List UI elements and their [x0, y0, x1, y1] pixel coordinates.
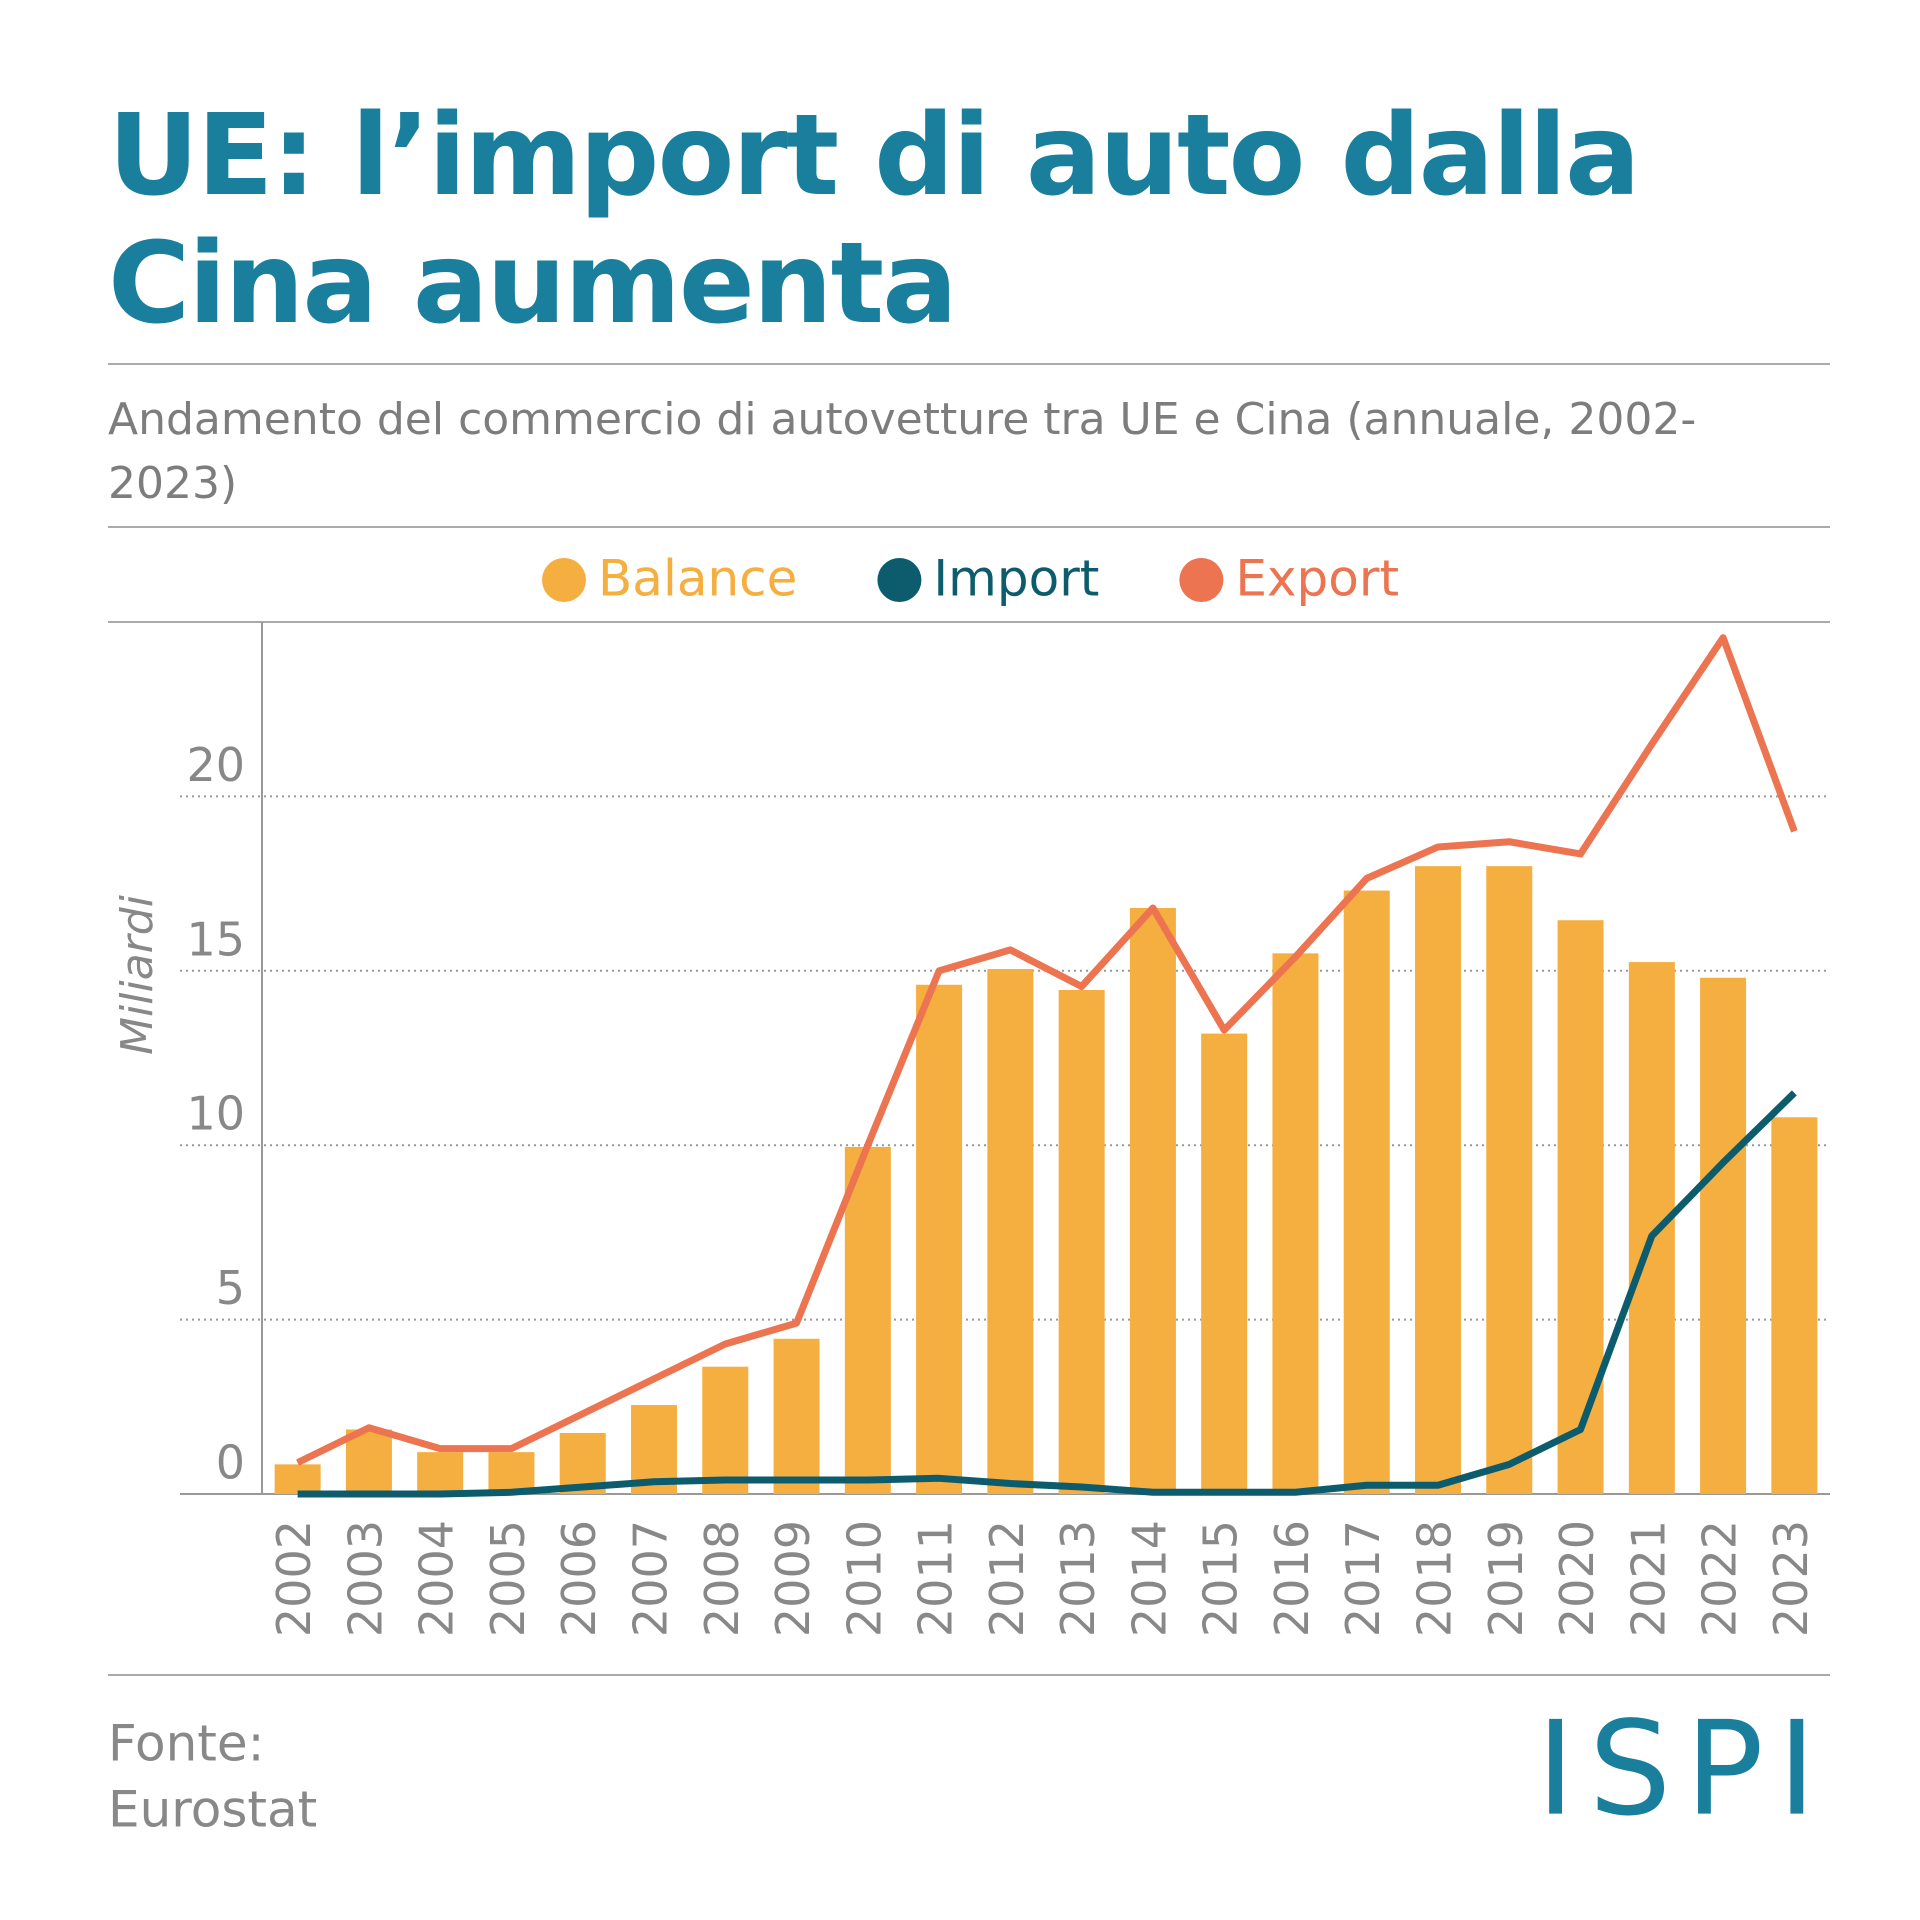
bar	[1557, 920, 1604, 1494]
bar	[773, 1338, 820, 1494]
y-tick-label: 5	[216, 1261, 245, 1315]
x-tick-label: 2004	[410, 1520, 464, 1637]
x-tick-label: 2020	[1550, 1520, 1604, 1637]
legend-marker	[877, 558, 922, 602]
bar	[274, 1464, 321, 1494]
x-tick-label: 2015	[1194, 1520, 1248, 1637]
bar	[702, 1366, 749, 1494]
x-tick-label: 2012	[980, 1520, 1034, 1637]
legend-marker	[1179, 558, 1224, 602]
y-axis-label: Miliardi	[112, 894, 163, 1055]
line	[296, 634, 1798, 1466]
x-tick-label: 2013	[1051, 1520, 1105, 1637]
title: UE: l’import di auto dalla Cina aumenta	[108, 91, 1641, 349]
bar	[1771, 1117, 1818, 1494]
x-tick-label: 2006	[552, 1520, 606, 1637]
y-tick-label: 10	[186, 1087, 245, 1141]
x-tick-label: 2007	[624, 1520, 678, 1637]
bar	[417, 1452, 464, 1494]
logo: ISPI	[1536, 1693, 1830, 1845]
bar	[1343, 890, 1390, 1494]
bar	[916, 984, 963, 1494]
x-tick-label: 2003	[338, 1520, 392, 1637]
x-tick-label: 2017	[1336, 1520, 1390, 1637]
bar	[1628, 962, 1675, 1494]
bar	[1415, 866, 1461, 1494]
x-tick-label: 2002	[267, 1520, 321, 1637]
y-tick-label: 20	[186, 738, 245, 792]
line	[297, 1090, 1797, 1498]
bar	[1201, 1033, 1248, 1494]
bar	[1272, 953, 1319, 1494]
bar	[1129, 908, 1176, 1494]
y-tick-label: 15	[186, 912, 245, 966]
legend-label: Balance	[598, 550, 797, 608]
x-tick-label: 2022	[1693, 1520, 1747, 1637]
x-tick-label: 2019	[1479, 1520, 1533, 1637]
legend-label: Export	[1235, 550, 1399, 608]
bar	[1700, 977, 1747, 1494]
y-tick-label: 0	[216, 1436, 245, 1490]
x-tick-label: 2010	[837, 1520, 891, 1637]
x-tick-label: 2008	[695, 1520, 749, 1637]
legend-label: Import	[933, 550, 1099, 608]
x-tick-label: 2014	[1122, 1520, 1176, 1637]
bar	[1058, 989, 1105, 1494]
source: Eurostat	[108, 1781, 317, 1839]
bar	[345, 1429, 392, 1494]
x-tick-label: 2011	[909, 1520, 963, 1637]
x-tick-label: 2018	[1408, 1520, 1462, 1637]
bar	[844, 1146, 891, 1494]
x-tick-label: 2005	[481, 1520, 535, 1637]
x-tick-label: 2016	[1265, 1520, 1319, 1637]
subtitle: Andamento del commercio di autovetture t…	[108, 394, 1697, 509]
x-tick-label: 2021	[1621, 1520, 1675, 1637]
source: Fonte:	[108, 1715, 264, 1773]
legend-marker	[542, 558, 586, 602]
bar	[987, 969, 1034, 1494]
bar	[1486, 866, 1533, 1494]
x-tick-label: 2023	[1764, 1520, 1818, 1637]
bar	[488, 1452, 535, 1494]
x-tick-label: 2009	[766, 1520, 820, 1637]
